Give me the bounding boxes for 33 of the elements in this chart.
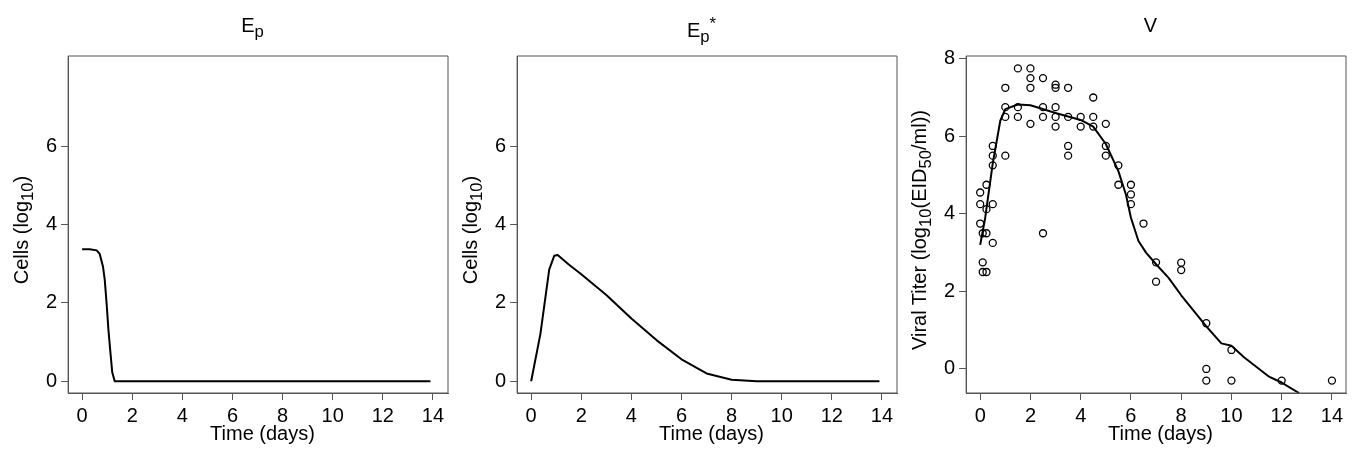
x-tick-label: 14 — [870, 403, 894, 426]
chart-title: V — [1142, 14, 1159, 37]
x-tick-label: 2 — [1024, 403, 1036, 426]
y-tick-label: 0 — [944, 356, 956, 379]
x-tick-label: 0 — [974, 403, 986, 426]
y-tick-label: 2 — [46, 290, 58, 313]
y-tick-label: 4 — [495, 212, 507, 235]
y-tick-label: 4 — [944, 201, 956, 224]
y-tick-label: 0 — [46, 368, 58, 391]
x-tick-label: 10 — [1220, 403, 1243, 426]
x-tick-label: 0 — [76, 403, 88, 426]
y-tick-label: 2 — [944, 278, 956, 301]
x-tick-label: 10 — [770, 403, 793, 426]
y-tick-label: 6 — [46, 133, 58, 156]
x-tick-label: 4 — [176, 403, 188, 426]
x-tick-label: 2 — [575, 403, 587, 426]
x-tick-label: 14 — [1320, 403, 1344, 426]
x-tick-label: 12 — [371, 403, 394, 426]
x-tick-label: 2 — [126, 403, 138, 426]
x-tick-label: 4 — [1075, 403, 1087, 426]
x-tick-label: 12 — [1270, 403, 1293, 426]
x-tick-label: 14 — [421, 403, 445, 426]
y-tick-label: 2 — [495, 290, 507, 313]
y-tick-label: 6 — [944, 123, 956, 146]
chart-title: E$_{p}$ — [240, 14, 265, 42]
y-tick-label: 4 — [46, 212, 58, 235]
y-tick-label: 0 — [495, 368, 507, 391]
y-tick-label: 6 — [495, 133, 507, 156]
x-tick-label: 4 — [625, 403, 637, 426]
x-tick-label: 10 — [321, 403, 344, 426]
y-tick-label: 8 — [944, 46, 956, 69]
x-tick-label: 0 — [525, 403, 537, 426]
x-tick-label: 12 — [820, 403, 843, 426]
